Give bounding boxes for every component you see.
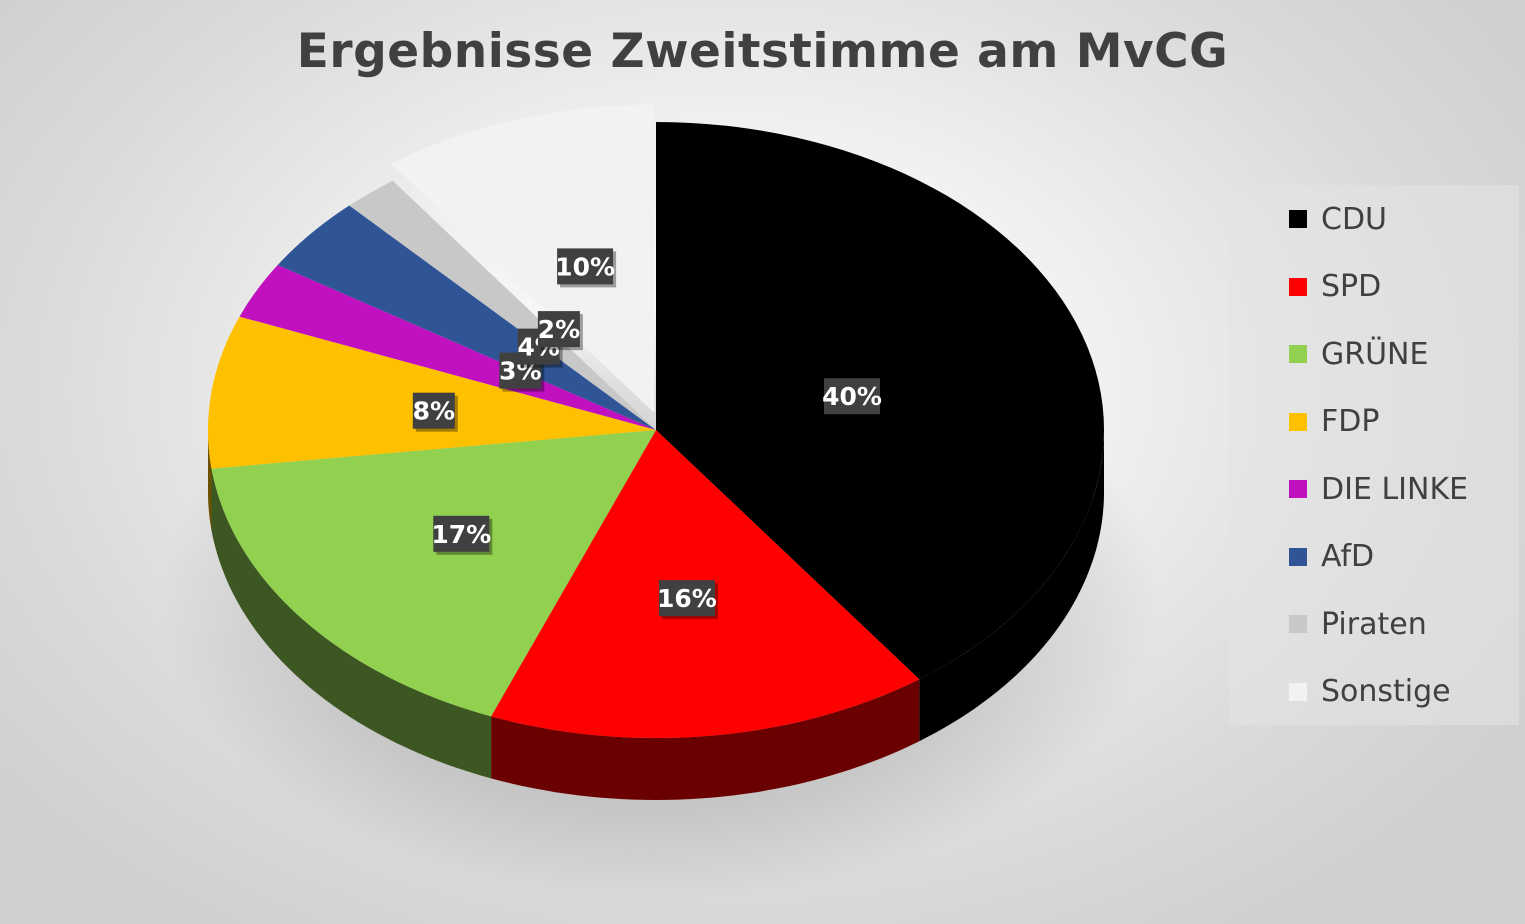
data-label-gr-ne: 17% (431, 515, 493, 555)
data-label-piraten: 2% (537, 311, 583, 351)
pie-slice-die-linke (239, 265, 656, 430)
pie-side-cdu (919, 430, 1104, 742)
legend-swatch (1289, 345, 1307, 363)
data-label-box (412, 392, 455, 429)
pie-tops (207, 104, 1105, 739)
pie-slice-gr-ne (211, 430, 656, 717)
legend-label: SPD (1321, 269, 1382, 304)
data-label-fdp: 8% (412, 392, 458, 432)
legend-item-fdp: FDP (1289, 402, 1379, 442)
data-label-text: 10% (555, 252, 615, 281)
pie-slice-sonstige (391, 104, 655, 413)
data-label-box (557, 248, 614, 285)
data-label-text: 17% (431, 520, 491, 549)
data-label-spd: 16% (657, 580, 718, 620)
pie-sides (208, 430, 1104, 800)
pie-labels: 40%16%17%8%3%4%2%10% (412, 248, 883, 620)
data-label-cdu: 40% (822, 378, 883, 418)
data-label-box (658, 580, 715, 617)
legend-item-die-linke: DIE LINKE (1289, 469, 1468, 509)
data-label-sonstige: 10% (555, 248, 617, 288)
data-label-text: 8% (413, 397, 455, 426)
pie-slice-piraten (349, 180, 656, 430)
legend-swatch (1289, 480, 1307, 498)
legend-label: Sonstige (1321, 674, 1451, 709)
legend-label: FDP (1321, 404, 1380, 439)
legend-swatch (1289, 547, 1307, 566)
legend-item-spd: SPD (1289, 267, 1381, 307)
legend: CDU SPD GRÜNE FDP DIE LINKE AfD Piraten Sonstig… (1229, 185, 1519, 725)
legend-label: GRÜNE (1321, 336, 1429, 372)
pie-side-gr-ne (211, 468, 492, 779)
legend-item-gr-ne: GRÜNE (1289, 334, 1428, 374)
legend-label: CDU (1321, 201, 1388, 237)
legend-label: Piraten (1321, 606, 1427, 642)
data-label-text: 16% (657, 584, 717, 613)
legend-swatch (1289, 615, 1307, 633)
data-label-text: 2% (538, 315, 580, 344)
data-label-box (824, 378, 880, 415)
legend-label: DIE LINKE (1321, 471, 1469, 507)
pie-slice-afd (277, 205, 656, 430)
data-label-box (433, 515, 490, 552)
pie-side-fdp (208, 430, 212, 531)
legend-swatch (1289, 210, 1307, 228)
legend-item-afd: AfD (1289, 537, 1374, 577)
legend-item-piraten: Piraten (1289, 604, 1427, 644)
pie-slice-fdp (207, 316, 656, 469)
legend-swatch (1289, 682, 1307, 701)
legend-label: AfD (1321, 539, 1375, 574)
pie-side-spd (491, 679, 920, 800)
legend-item-cdu: CDU (1289, 199, 1387, 239)
data-label-text: 40% (822, 382, 882, 411)
chart-title: Ergebnisse Zweitstimme am MvCG (296, 24, 1229, 79)
legend-swatch (1289, 277, 1307, 296)
legend-item-sonstige: Sonstige (1289, 672, 1451, 712)
data-label-box (537, 311, 580, 348)
pie-slice-cdu (656, 122, 1105, 680)
legend-swatch (1289, 412, 1307, 431)
